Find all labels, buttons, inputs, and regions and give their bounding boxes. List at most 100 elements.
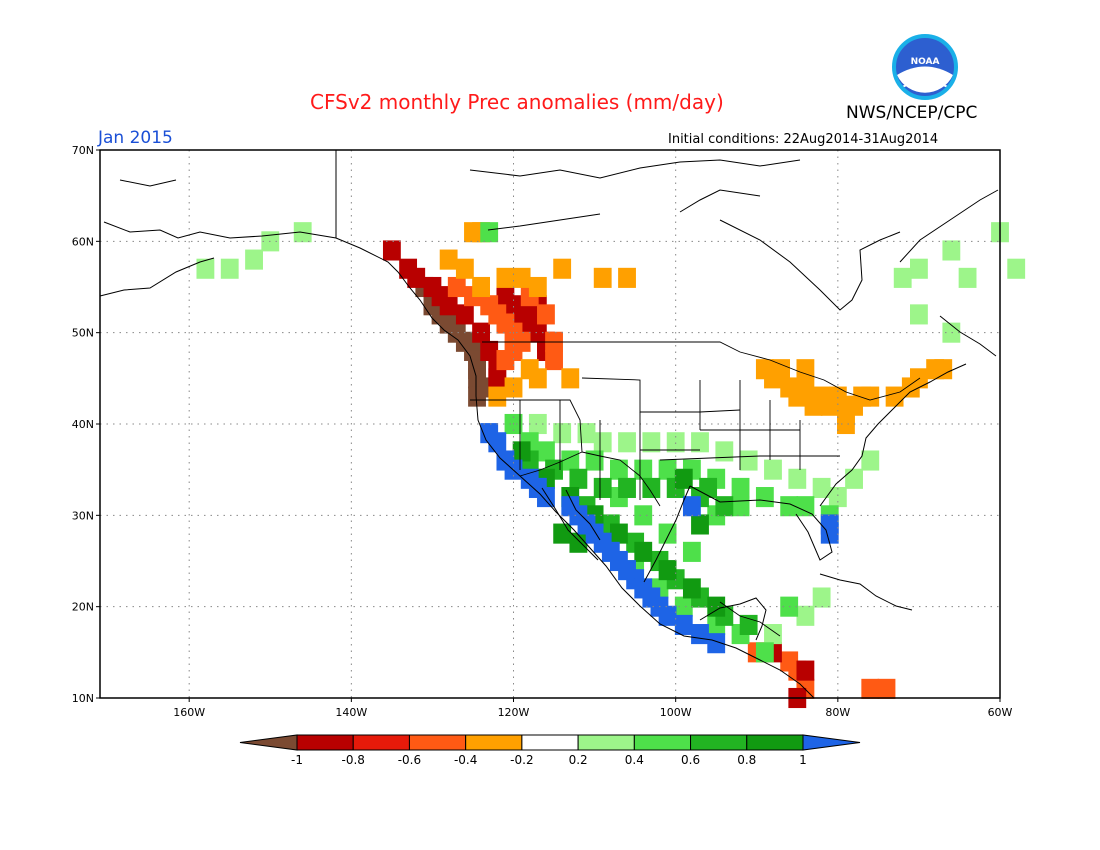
anomaly-cell (837, 413, 855, 435)
lon-label: 80W (825, 706, 850, 719)
colorbar-label: 0.4 (625, 753, 644, 767)
anomaly-cell (480, 222, 499, 243)
anomaly-cell (439, 295, 458, 316)
anomaly-cell (561, 368, 580, 389)
anomaly-cell (642, 432, 661, 453)
political-borders (470, 341, 921, 637)
lat-label: 20N (72, 601, 94, 614)
anomaly-cell (593, 267, 612, 288)
colorbar-label: 1 (799, 753, 807, 767)
anomaly-cell (828, 487, 847, 508)
anomaly-cell (569, 532, 588, 553)
anomaly-cell (553, 523, 572, 544)
anomaly-cell (593, 477, 612, 498)
anomaly-cell (691, 624, 709, 645)
anomaly-cell (472, 276, 490, 298)
anomaly-cell (610, 523, 628, 544)
anomaly-cell (772, 359, 790, 380)
anomaly-cell (812, 477, 831, 498)
anomaly-cell (755, 642, 774, 663)
anomaly-cell (764, 459, 782, 480)
anomaly-cell (472, 322, 490, 343)
anomaly-cell (691, 514, 709, 535)
colorbar-segment (352, 734, 410, 751)
anomaly-cell (715, 441, 734, 462)
anomaly-cell (699, 477, 718, 498)
anomaly-cell (512, 267, 531, 288)
anomaly-cell (407, 267, 426, 288)
lon-label: 100W (660, 706, 692, 719)
anomaly-cell (755, 487, 774, 508)
lon-label: 120W (498, 706, 530, 719)
colorbar-label: 0.8 (737, 753, 756, 767)
colorbar-segment (296, 734, 354, 751)
anomaly-cell (691, 432, 709, 453)
colorbar-label: -0.8 (342, 753, 365, 767)
anomaly-cell (845, 468, 863, 489)
anomaly-cell (512, 441, 531, 462)
lat-label: 30N (72, 509, 94, 522)
colorbar-label: 0.2 (569, 753, 588, 767)
lon-label: 140W (335, 706, 367, 719)
anomaly-cell (715, 496, 734, 517)
anomaly-cell (788, 468, 807, 489)
anomaly-cell (504, 340, 523, 361)
anomaly-cell (220, 258, 239, 279)
anomaly-cell (634, 459, 653, 480)
anomaly-cell (634, 505, 653, 526)
anomaly-cell (893, 267, 912, 288)
anomaly-cell (934, 359, 953, 380)
anomaly-cell (707, 596, 726, 617)
anomaly-cell (496, 267, 515, 288)
anomaly-cell (682, 541, 701, 562)
colorbar-right-arrow (802, 734, 861, 751)
colorbar-segment (633, 734, 692, 751)
anomaly-cell (528, 413, 547, 435)
anomaly-cell (545, 350, 563, 371)
anomaly-cell (666, 432, 685, 453)
anomaly-cell (958, 267, 977, 288)
anomaly-cell (861, 386, 880, 407)
anomaly-cell (861, 678, 880, 699)
agency-label: NWS/NCEP/CPC (846, 103, 978, 123)
anomaly-cell (674, 468, 693, 489)
lon-label: 60W (988, 706, 1013, 719)
colorbar-label: 0.6 (681, 753, 700, 767)
anomaly-cell (642, 477, 661, 498)
colorbar (239, 734, 861, 751)
anomaly-cell (942, 240, 961, 261)
anomaly-cell (618, 267, 636, 288)
anomaly-cell (796, 377, 815, 398)
anomaly-cell (480, 340, 499, 361)
anomaly-cell (885, 386, 904, 407)
anomaly-cell (382, 240, 401, 261)
anomaly-cell (658, 523, 677, 544)
anomaly-cell (877, 678, 896, 699)
colorbar-label: -0.4 (454, 753, 477, 767)
anomaly-cell (942, 322, 961, 343)
colorbar-segment (746, 734, 804, 751)
anomaly-cell (731, 496, 750, 517)
anomaly-cell (796, 605, 815, 626)
lat-label: 50N (72, 327, 94, 340)
anomaly-cell (674, 596, 693, 617)
anomaly-cell (634, 541, 653, 562)
initial-conditions: Initial conditions: 22Aug2014-31Aug2014 (668, 132, 939, 147)
colorbar-segment (690, 734, 748, 751)
anomaly-cell (553, 423, 572, 444)
anomaly-cell (658, 459, 677, 480)
anomaly-cell (196, 258, 215, 279)
anomaly-cell (739, 614, 758, 635)
colorbar-label: -0.6 (398, 753, 421, 767)
anomaly-cell (910, 258, 928, 279)
anomaly-cell (577, 423, 596, 444)
anomaly-cell (618, 432, 636, 453)
colorbar-label: -0.2 (510, 753, 533, 767)
anomaly-cell (593, 432, 612, 453)
anomaly-cell (796, 660, 815, 681)
anomaly-cell (468, 386, 486, 407)
anomaly-cell (439, 249, 458, 270)
anomaly-cell (755, 359, 774, 380)
anomaly-cell (796, 496, 815, 517)
